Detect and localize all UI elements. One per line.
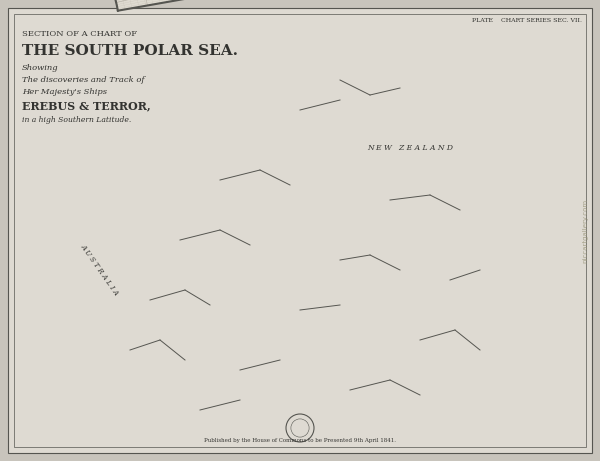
Text: niccartgallery.com: niccartgallery.com bbox=[582, 198, 588, 263]
Text: N E W   Z E A L A N D: N E W Z E A L A N D bbox=[367, 144, 453, 152]
Text: THE SOUTH POLAR SEA.: THE SOUTH POLAR SEA. bbox=[22, 44, 238, 58]
Text: in a high Southern Latitude.: in a high Southern Latitude. bbox=[22, 116, 131, 124]
Polygon shape bbox=[0, 0, 502, 11]
Text: The discoveries and Track of: The discoveries and Track of bbox=[22, 76, 145, 84]
Text: A U S T R A L I A: A U S T R A L I A bbox=[79, 243, 121, 297]
Text: PLATE    CHART SERIES SEC. VII.: PLATE CHART SERIES SEC. VII. bbox=[472, 18, 582, 23]
Text: Showing: Showing bbox=[22, 64, 59, 72]
Text: EREBUS & TERROR,: EREBUS & TERROR, bbox=[22, 100, 151, 111]
Text: SECTION OF A CHART OF: SECTION OF A CHART OF bbox=[22, 30, 137, 38]
Text: Published by the House of Commons to be Presented 9th April 1841.: Published by the House of Commons to be … bbox=[204, 438, 396, 443]
Text: Her Majesty's Ships: Her Majesty's Ships bbox=[22, 88, 107, 96]
